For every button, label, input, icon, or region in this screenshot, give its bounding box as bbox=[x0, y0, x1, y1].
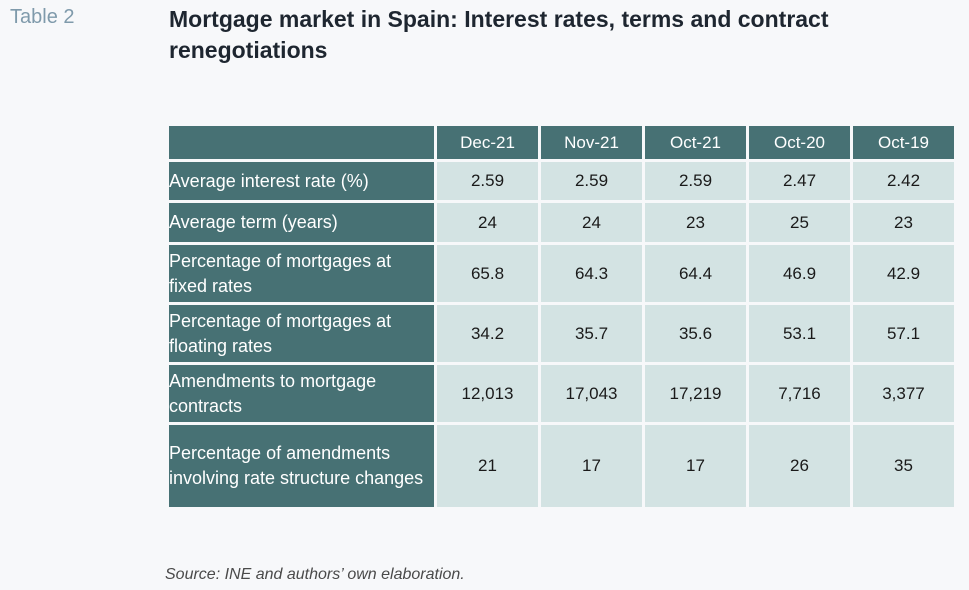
table-cell: 2.59 bbox=[541, 162, 642, 200]
row-label: Average interest rate (%) bbox=[169, 162, 434, 200]
table-row-floating-rates: Percentage of mortgages at floating rate… bbox=[169, 305, 954, 362]
table-cell: 24 bbox=[541, 203, 642, 242]
table-row-average-term: Average term (years) 24 24 23 25 23 bbox=[169, 203, 954, 242]
table-cell: 17,219 bbox=[645, 365, 746, 422]
table-cell: 64.3 bbox=[541, 245, 642, 302]
table-cell: 17,043 bbox=[541, 365, 642, 422]
table-cell: 2.47 bbox=[749, 162, 850, 200]
mortgage-data-table: Dec-21 Nov-21 Oct-21 Oct-20 Oct-19 Avera… bbox=[166, 123, 957, 510]
column-header-dec-21: Dec-21 bbox=[437, 126, 538, 159]
table-row-average-interest-rate: Average interest rate (%) 2.59 2.59 2.59… bbox=[169, 162, 954, 200]
table-cell: 2.42 bbox=[853, 162, 954, 200]
table-cell: 53.1 bbox=[749, 305, 850, 362]
table-cell: 34.2 bbox=[437, 305, 538, 362]
row-label: Percentage of mortgages at fixed rates bbox=[169, 245, 434, 302]
source-note: Source: INE and authors’ own elaboration… bbox=[165, 566, 465, 583]
table-header-row: Dec-21 Nov-21 Oct-21 Oct-20 Oct-19 bbox=[169, 126, 954, 159]
table-cell: 23 bbox=[645, 203, 746, 242]
table-cell: 2.59 bbox=[437, 162, 538, 200]
column-header-oct-20: Oct-20 bbox=[749, 126, 850, 159]
table-cell: 2.59 bbox=[645, 162, 746, 200]
table-number-label: Table 2 bbox=[10, 6, 75, 28]
table-cell: 35.7 bbox=[541, 305, 642, 362]
table-cell: 42.9 bbox=[853, 245, 954, 302]
table-row-rate-structure-changes: Percentage of amendments involving rate … bbox=[169, 425, 954, 507]
table-cell: 12,013 bbox=[437, 365, 538, 422]
table-cell: 24 bbox=[437, 203, 538, 242]
table-cell: 65.8 bbox=[437, 245, 538, 302]
table-row-fixed-rates: Percentage of mortgages at fixed rates 6… bbox=[169, 245, 954, 302]
table-cell: 7,716 bbox=[749, 365, 850, 422]
page-title: Mortgage market in Spain: Interest rates… bbox=[169, 6, 829, 63]
table-cell: 17 bbox=[541, 425, 642, 507]
column-header-oct-21: Oct-21 bbox=[645, 126, 746, 159]
table-row-amendments: Amendments to mortgage contracts 12,013 … bbox=[169, 365, 954, 422]
column-header-nov-21: Nov-21 bbox=[541, 126, 642, 159]
table-cell: 35 bbox=[853, 425, 954, 507]
table-cell: 3,377 bbox=[853, 365, 954, 422]
table-cell: 17 bbox=[645, 425, 746, 507]
table-cell: 46.9 bbox=[749, 245, 850, 302]
table-cell: 35.6 bbox=[645, 305, 746, 362]
column-header-oct-19: Oct-19 bbox=[853, 126, 954, 159]
row-label: Percentage of amendments involving rate … bbox=[169, 425, 434, 507]
table-cell: 21 bbox=[437, 425, 538, 507]
row-label: Average term (years) bbox=[169, 203, 434, 242]
table-cell: 25 bbox=[749, 203, 850, 242]
row-label: Amendments to mortgage contracts bbox=[169, 365, 434, 422]
table-cell: 64.4 bbox=[645, 245, 746, 302]
table-cell: 23 bbox=[853, 203, 954, 242]
table-corner-cell bbox=[169, 126, 434, 159]
table-cell: 57.1 bbox=[853, 305, 954, 362]
row-label: Percentage of mortgages at floating rate… bbox=[169, 305, 434, 362]
table-cell: 26 bbox=[749, 425, 850, 507]
